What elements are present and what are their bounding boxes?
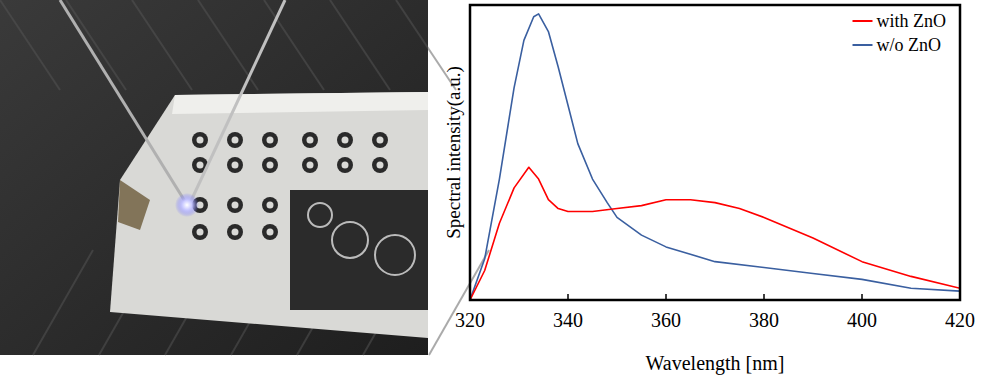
electrode-center (197, 162, 204, 169)
electrode-center (267, 162, 274, 169)
legend: with ZnO w/o ZnO (853, 11, 947, 55)
electrode-center (197, 137, 204, 144)
electrode (262, 224, 278, 240)
series-line (470, 14, 960, 300)
electrode-center (267, 229, 274, 236)
electrode-center (232, 229, 239, 236)
x-tick (763, 294, 765, 300)
legend-label: w/o ZnO (877, 35, 942, 55)
electrode (302, 132, 318, 148)
legend-swatch (853, 20, 873, 22)
substrate-edge (172, 92, 428, 114)
probe (190, 0, 285, 203)
x-tick-label: 400 (847, 309, 877, 331)
electrode (302, 157, 318, 173)
electrode (372, 132, 388, 148)
electrode-center (307, 137, 314, 144)
ring (308, 203, 332, 227)
electrode-center (232, 137, 239, 144)
x-tick (469, 294, 471, 300)
electrode-center (197, 229, 204, 236)
electrode-center (342, 137, 349, 144)
electrode (262, 197, 278, 213)
ring (332, 222, 368, 258)
probe (60, 0, 186, 203)
photo-texture (0, 0, 60, 90)
electrode (337, 157, 353, 173)
plot-lines (470, 14, 960, 300)
photo-texture (264, 0, 324, 90)
electrode (227, 224, 243, 240)
electrode (227, 157, 243, 173)
x-tick (567, 294, 569, 300)
electrode-center (307, 162, 314, 169)
electrode-center (342, 162, 349, 169)
electrode-center (232, 162, 239, 169)
electrode (192, 224, 208, 240)
electrode-center (267, 202, 274, 209)
legend-label: with ZnO (877, 11, 947, 31)
x-tick-label: 320 (455, 309, 485, 331)
x-tick-label: 420 (945, 309, 975, 331)
electrode (262, 157, 278, 173)
x-tick (861, 294, 863, 300)
photo-texture (66, 0, 126, 90)
electrode (262, 132, 278, 148)
ring (375, 235, 415, 275)
electrode (227, 132, 243, 148)
photo-texture (330, 0, 390, 90)
series-line (470, 167, 960, 300)
x-tick (959, 294, 961, 300)
dark-pad (290, 190, 428, 310)
x-tick (665, 294, 667, 300)
plot-frame (470, 5, 960, 300)
photo-texture (429, 250, 489, 355)
electrode (192, 132, 208, 148)
photo-texture (132, 0, 192, 90)
electrode-center (377, 162, 384, 169)
electrode (372, 157, 388, 173)
electrode-center (267, 137, 274, 144)
x-tick-label: 380 (749, 309, 779, 331)
photo (0, 0, 489, 355)
canvas: 320 340 360 380 400 420 Wavelength [nm] Spectra… (0, 0, 989, 390)
electrode (227, 197, 243, 213)
electrode-center (377, 137, 384, 144)
legend-swatch (853, 44, 873, 46)
emission-spot (175, 193, 199, 217)
substrate (110, 92, 428, 338)
photo-background (0, 0, 428, 355)
debris (118, 180, 150, 230)
y-axis-title: Spectral intensity(a.u.) (443, 66, 465, 239)
electrode-center (232, 202, 239, 209)
x-axis-title: Wavelength [nm] (646, 352, 785, 375)
x-tick-label: 340 (553, 309, 583, 331)
electrode (337, 132, 353, 148)
photo-texture (33, 250, 93, 355)
x-tick-label: 360 (651, 309, 681, 331)
